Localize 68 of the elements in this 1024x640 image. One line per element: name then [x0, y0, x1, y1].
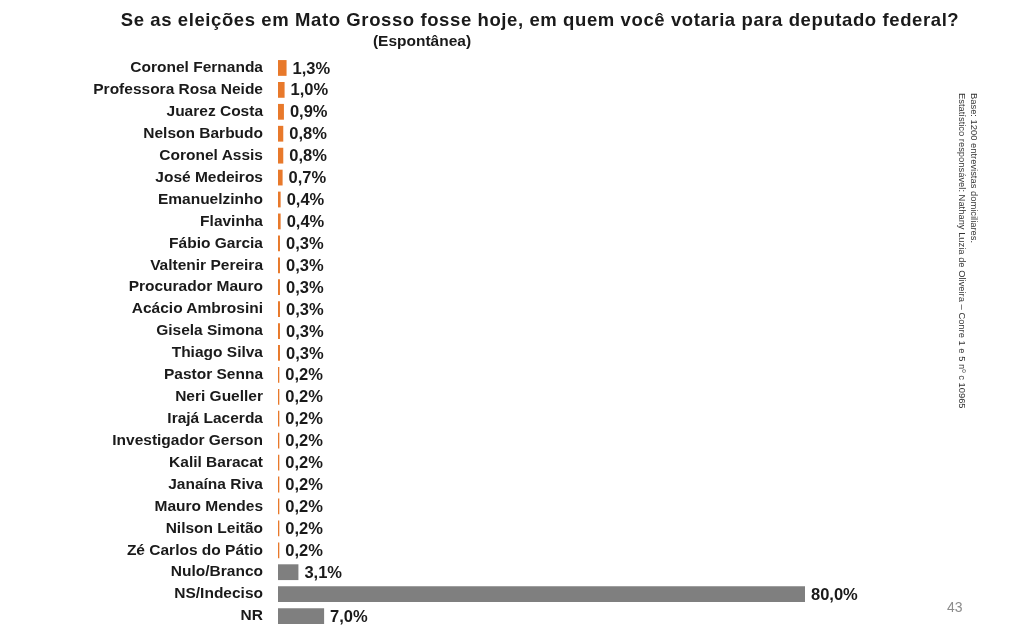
data-label: 3,1%	[304, 562, 343, 581]
data-label: 7,0%	[330, 606, 369, 625]
data-label: 0,8%	[289, 146, 328, 165]
y-tick-label: Gisela Simona	[156, 321, 264, 339]
y-tick-label: Flavinha	[200, 211, 264, 229]
y-tick-label: Kalil Baracat	[169, 452, 263, 470]
data-label: 0,2%	[285, 518, 324, 537]
data-label: 0,2%	[285, 409, 324, 428]
y-tick-label: Nilson Leitão	[165, 518, 263, 536]
bar	[278, 191, 281, 208]
y-tick-label: Emanuelzinho	[157, 189, 263, 207]
y-tick-label: Coronel Assis	[159, 145, 263, 163]
bar	[278, 81, 285, 98]
chart-title: Se as eleições em Mato Grosso fosse hoje, em quem você votaria para deputado federal?	[119, 9, 961, 31]
bar	[278, 147, 284, 164]
y-tick-label: Fábio Garcia	[169, 233, 264, 251]
data-label: 0,2%	[285, 475, 324, 494]
data-label: 1,0%	[290, 80, 329, 99]
data-label: 1,3%	[292, 58, 331, 77]
bar	[278, 125, 284, 142]
data-label: 0,3%	[285, 343, 324, 362]
data-label: 0,2%	[285, 365, 324, 384]
data-label: 0,2%	[285, 540, 324, 559]
data-label: 0,3%	[285, 255, 324, 274]
data-label: 0,2%	[285, 431, 324, 450]
text: Estatístico responsável: Nathany Luzia de Oliveira – Conre 1 e 5 nº c 10965	[957, 93, 968, 409]
data-label: 0,3%	[285, 299, 324, 318]
y-tick-label: Investigador Gerson	[112, 430, 263, 448]
data-label: 0,2%	[285, 496, 324, 515]
y-tick-label: Nelson Barbudo	[143, 124, 263, 142]
y-tick-label: Coronel Fernanda	[130, 58, 264, 76]
y-tick-label: Acácio Ambrosini	[131, 299, 263, 317]
bar	[278, 608, 325, 624]
y-tick-label: Janaína Riva	[168, 474, 264, 492]
data-label: 0,3%	[285, 321, 324, 340]
y-tick-label: José Medeiros	[155, 167, 263, 185]
data-label: 0,3%	[285, 277, 324, 296]
data-label: 0,3%	[285, 233, 324, 252]
data-label: 0,4%	[286, 211, 325, 230]
y-tick-label: NR	[240, 606, 263, 624]
data-label: 0,7%	[288, 168, 327, 187]
bar	[278, 103, 284, 120]
data-label: 0,8%	[289, 124, 328, 143]
bar	[278, 60, 287, 76]
y-tick-label: Zé Carlos do Pátio	[126, 540, 263, 558]
bar	[278, 586, 805, 603]
y-tick-label: Juarez Costa	[166, 102, 264, 120]
y-tick-label: Thiago Silva	[171, 343, 264, 361]
data-label: 80,0%	[811, 584, 859, 603]
data-label: 0,2%	[285, 387, 324, 406]
y-tick-label: Professora Rosa Neide	[93, 80, 264, 98]
data-label: 0,9%	[289, 102, 328, 121]
bar	[278, 564, 299, 581]
y-tick-label: NS/Indeciso	[174, 584, 263, 602]
bar	[278, 169, 283, 186]
y-tick-label: Mauro Mendes	[154, 496, 263, 514]
bar	[278, 213, 281, 230]
y-tick-label: Pastor Senna	[163, 365, 264, 383]
y-tick-label: Valtenir Pereira	[150, 255, 264, 273]
y-tick-label: Irajá Lacerda	[167, 409, 264, 427]
y-tick-label: Nulo/Branco	[170, 562, 263, 580]
y-tick-label: Neri Gueller	[175, 387, 263, 405]
data-label: 0,2%	[285, 453, 324, 472]
data-label: 0,4%	[286, 190, 325, 209]
y-tick-label: Procurador Mauro	[128, 277, 263, 295]
chart-subtitle: (Espontânea)	[371, 32, 473, 50]
text: 43	[947, 599, 963, 615]
text: Base: 1200 entrevistas domiciliares.	[969, 93, 980, 244]
